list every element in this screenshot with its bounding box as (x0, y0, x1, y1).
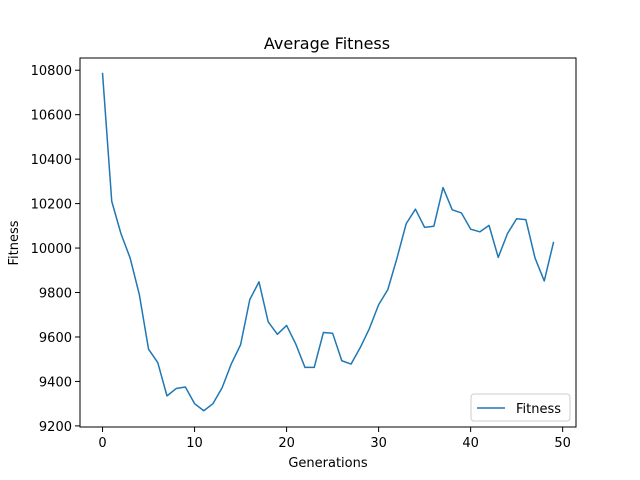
x-tick-label: 50 (554, 436, 571, 451)
x-tick-label: 30 (370, 436, 387, 451)
y-tick-label: 9800 (39, 287, 72, 302)
chart-title: Average Fitness (264, 34, 390, 53)
plot-series (101, 72, 555, 412)
series-line-fitness (101, 72, 555, 412)
x-tick-label: 10 (186, 436, 203, 451)
y-tick-label: 9400 (39, 375, 72, 390)
y-tick-label: 10200 (31, 198, 72, 213)
y-tick-label: 10800 (31, 64, 72, 79)
legend: Fitness (470, 393, 571, 422)
legend-label-fitness: Fitness (516, 402, 561, 417)
y-tick-label: 10400 (31, 153, 72, 168)
legend-box (470, 393, 571, 422)
y-tick-label: 9200 (39, 420, 72, 435)
plot-frame (79, 57, 577, 428)
x-tick-label: 0 (98, 436, 106, 451)
y-axis-label: Fitness (7, 220, 22, 265)
x-tick-label: 20 (278, 436, 295, 451)
y-axis: 9200 9400 9600 9800 10000 10200 10400 10600 1080… (31, 64, 80, 435)
x-axis-label: Generations (288, 456, 368, 471)
y-tick-label: 10000 (31, 242, 72, 257)
x-tick-label: 40 (462, 436, 479, 451)
x-axis: 0 10 20 30 40 50 (98, 427, 571, 451)
y-tick-label: 9600 (39, 331, 72, 346)
y-tick-label: 10600 (31, 109, 72, 124)
